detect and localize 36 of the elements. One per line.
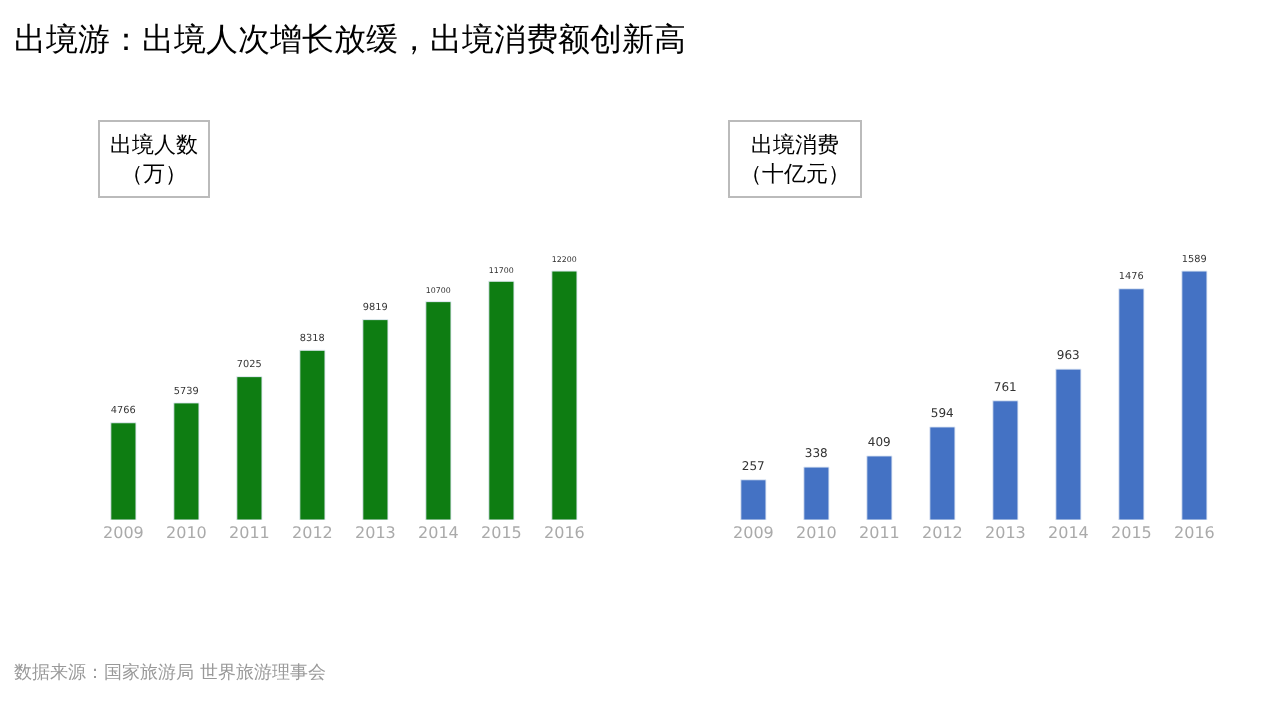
x-tick-label: 2016	[1174, 524, 1215, 542]
chart-subtitle: 出境消费（十亿元）	[740, 132, 850, 187]
bar	[1181, 270, 1208, 520]
bar	[110, 422, 137, 520]
bar	[1055, 368, 1082, 520]
x-tick-label: 2013	[355, 524, 396, 542]
bar	[551, 270, 578, 520]
chart-title: 出境游：出境人次增长放缓，出境消费额创新高	[14, 20, 686, 58]
bar	[992, 400, 1019, 520]
x-tick-label: 2009	[103, 524, 144, 542]
x-tick-label: 2014	[418, 524, 459, 542]
x-tick-label: 2012	[292, 524, 333, 542]
bar	[1118, 288, 1145, 520]
bar	[803, 466, 830, 520]
x-tick-label: 2015	[1111, 524, 1152, 542]
bar	[488, 280, 515, 520]
x-tick-label: 2012	[922, 524, 963, 542]
x-tick-label: 2016	[544, 524, 585, 542]
bar	[299, 349, 326, 520]
bar	[740, 479, 767, 520]
x-tick-label: 2010	[796, 524, 837, 542]
x-tick-label: 2011	[859, 524, 900, 542]
bar	[866, 455, 893, 520]
chart-subtitle: 出境人数（万）	[110, 132, 198, 187]
bar	[173, 402, 200, 520]
x-tick-label: 2013	[985, 524, 1026, 542]
bar	[236, 376, 263, 520]
x-tick-label: 2010	[166, 524, 207, 542]
source-note: 数据来源：国家旅游局 世界旅游理事会	[14, 662, 326, 684]
x-tick-label: 2014	[1048, 524, 1089, 542]
bar	[425, 301, 452, 520]
bar	[362, 319, 389, 520]
x-tick-label: 2009	[733, 524, 774, 542]
bar	[929, 426, 956, 520]
x-tick-label: 2011	[229, 524, 270, 542]
x-tick-label: 2015	[481, 524, 522, 542]
